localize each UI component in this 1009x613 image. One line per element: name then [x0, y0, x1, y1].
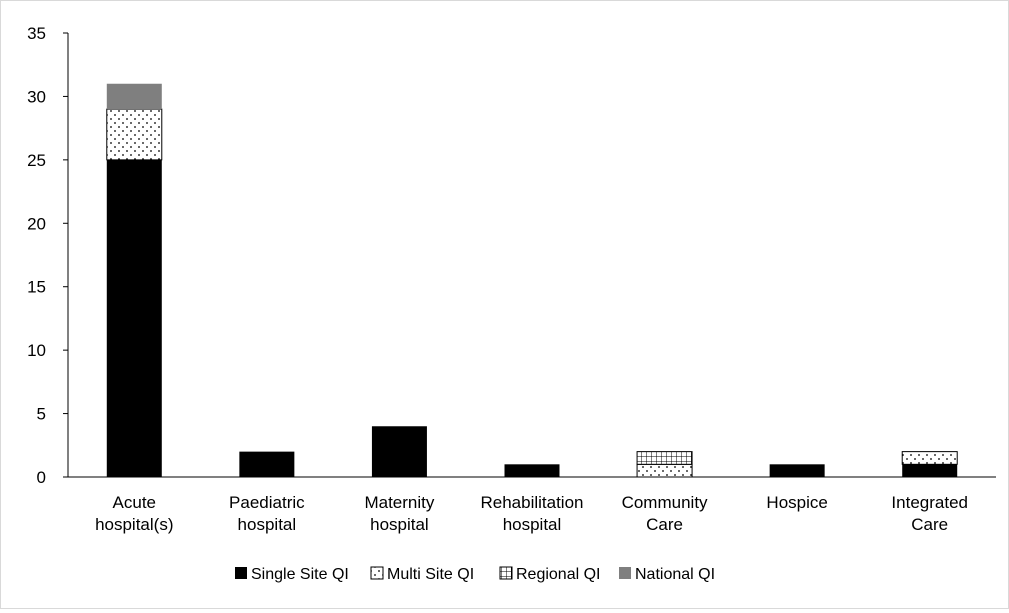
legend-swatch: [619, 567, 631, 579]
y-tick-label: 10: [27, 341, 46, 360]
legend-label: National QI: [635, 566, 715, 583]
y-tick-label: 25: [27, 151, 46, 170]
x-tick-label: Rehabilitation hospital: [480, 493, 583, 534]
legend-swatch: [499, 566, 513, 580]
x-tick-label: Acute hospital(s): [95, 493, 173, 534]
bar-segment: [636, 463, 693, 478]
bar-segment: [239, 451, 295, 477]
y-tick-label: 30: [27, 87, 46, 106]
bar-segment: [769, 464, 825, 477]
legend-swatch: [235, 567, 247, 579]
y-tick-label: 5: [37, 405, 46, 424]
bar-segment: [371, 426, 427, 477]
legend-label: Multi Site QI: [387, 566, 474, 583]
legend-label: Single Site QI: [251, 566, 349, 583]
y-tick-label: 35: [27, 24, 46, 43]
bar-segment: [106, 108, 163, 161]
x-axis: Acute hospital(s) Paediatric hospital Matern…: [68, 476, 996, 534]
x-tick-label: Hospice: [766, 493, 827, 512]
legend-swatch: [370, 566, 384, 580]
x-tick-label: Integrated Care: [891, 493, 968, 534]
y-tick-label: 20: [27, 214, 46, 233]
y-tick-label: 15: [27, 278, 46, 297]
legend-label: Regional QI: [516, 566, 601, 583]
bar-segment: [106, 159, 162, 477]
bars: [106, 83, 958, 478]
legend: Single Site QI Multi Site QI Regional QI Na…: [235, 566, 715, 583]
bar-segment: [106, 83, 162, 110]
bar-segment: [901, 451, 958, 465]
bar-segment: [636, 451, 693, 465]
x-tick-label: Paediatric hospital: [229, 493, 305, 534]
bar-segment: [902, 464, 958, 477]
bar-segment: [504, 464, 560, 477]
y-tick-label: 0: [37, 468, 46, 487]
x-tick-label: Community Care: [622, 493, 708, 534]
y-axis: 0 5 10 15 20 25 30 35: [27, 24, 69, 487]
x-tick-label: Maternity hospital: [364, 493, 434, 534]
